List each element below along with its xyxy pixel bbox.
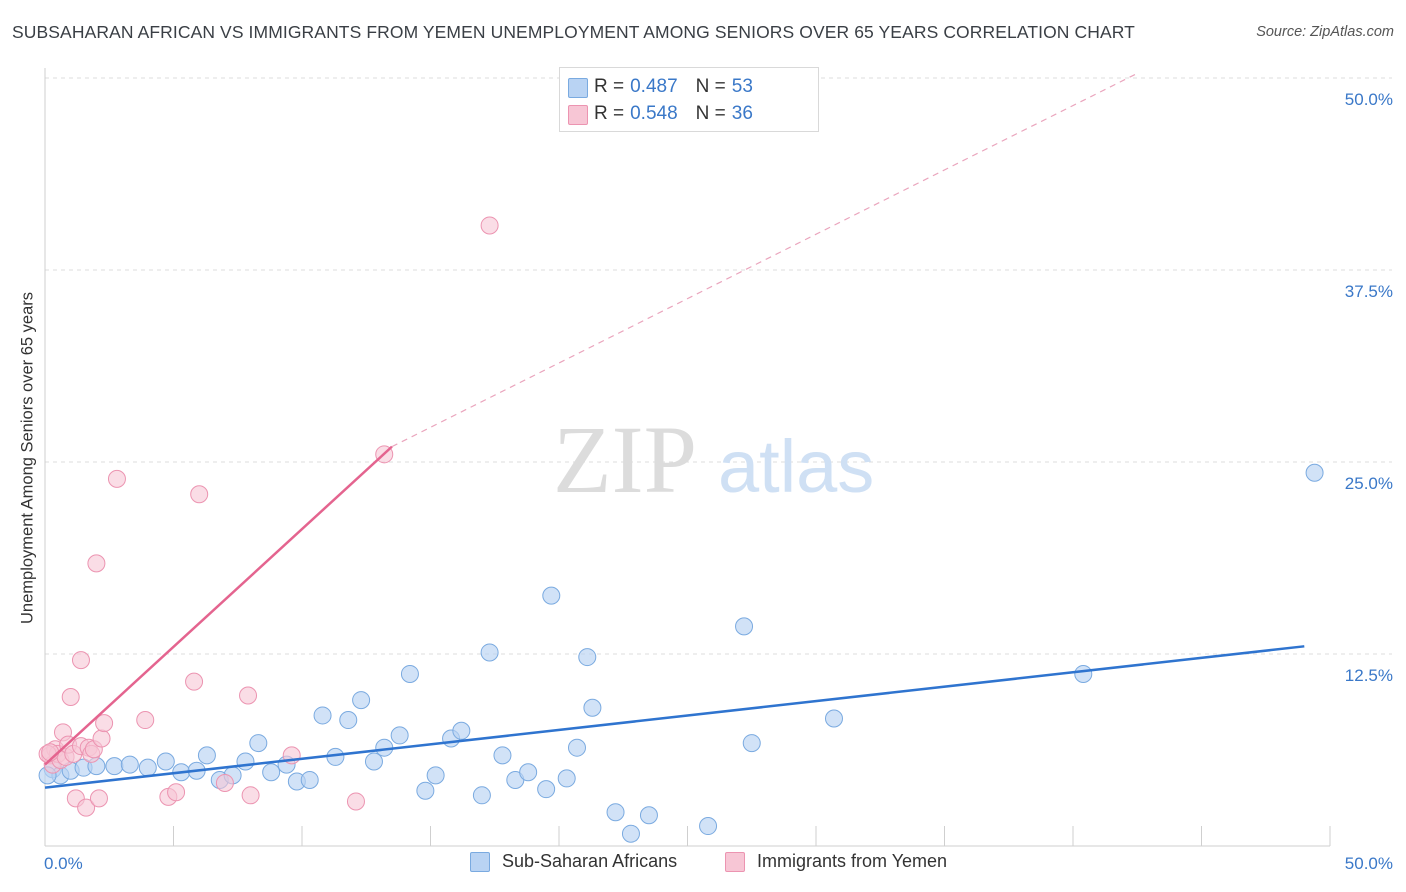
bottom-legend-swatch-pink [725,851,745,872]
data-point-sub-saharan [352,691,371,710]
data-point-sub-saharan [452,721,471,740]
bottom-legend-label: Sub-Saharan Africans [502,851,678,871]
data-point-sub-saharan [519,763,538,782]
data-point-sub-saharan [339,711,358,730]
legend-row-sub-saharan: R = 0.487 N = 53 [568,75,753,99]
watermark-atlas: atlas [718,425,874,508]
legend-r-label: R = [594,103,625,124]
legend-n-value: 53 [731,76,753,97]
x-tick-label: 50.0% [1345,854,1393,873]
bottom-legend-yemen: Immigrants from Yemen [725,851,947,872]
y-tick-label: 50.0% [1345,90,1393,109]
data-point-sub-saharan [262,763,281,782]
data-point-yemen [61,688,80,707]
trend-line-yemen-extension [391,72,1138,448]
trend-lines [44,72,1305,789]
data-point-yemen [77,798,96,817]
data-point-yemen [239,686,258,705]
data-point-sub-saharan [426,766,445,785]
tick-labels: 12.5% 25.0% 37.5% 50.0% 0.0% 50.0% [44,90,1393,873]
data-point-yemen [241,786,260,805]
data-point-sub-saharan [364,752,383,771]
legend-swatch-blue [568,78,588,98]
y-tick-label: 37.5% [1345,282,1393,301]
legend-r-value: 0.487 [630,76,678,97]
correlation-legend: R = 0.487 N = 53 R = 0.548 N = 36 [559,67,819,132]
data-point-sub-saharan [249,734,268,753]
data-point-sub-saharan [542,586,561,605]
trend-line-sub-saharan [44,645,1305,789]
data-point-sub-saharan [742,734,761,753]
data-point-yemen [89,789,108,808]
data-point-sub-saharan [735,617,754,636]
data-point-sub-saharan [567,738,586,757]
legend-swatch-pink [568,105,588,125]
data-point-sub-saharan [1074,664,1093,683]
series-yemen-points [38,216,499,817]
data-point-yemen [215,774,234,793]
data-point-sub-saharan [606,803,625,822]
grid-lines [45,77,1392,655]
data-point-sub-saharan [639,806,658,825]
legend-n-label: N = [695,76,726,97]
data-point-sub-saharan [699,817,718,836]
data-point-sub-saharan [105,757,124,776]
data-point-sub-saharan [236,752,255,771]
x-tick-label: 0.0% [44,854,83,873]
data-point-yemen [167,783,186,802]
data-point-sub-saharan [390,726,409,745]
bottom-legend-sub-saharan: Sub-Saharan Africans [470,851,677,872]
legend-n-label: N = [695,103,726,124]
watermark-zip: ZIP [553,406,697,513]
bottom-legend-swatch-blue [470,851,490,872]
data-point-sub-saharan [583,698,602,717]
bottom-legend-label: Immigrants from Yemen [757,851,948,871]
data-point-sub-saharan [156,752,175,771]
data-point-yemen [92,729,111,748]
y-axis-label: Unemployment Among Seniors over 65 years [18,292,37,624]
data-point-sub-saharan [578,648,597,667]
data-point-yemen [480,216,499,235]
data-point-yemen [136,711,155,730]
legend-row-yemen: R = 0.548 N = 36 [568,102,753,126]
legend-r-value: 0.548 [630,103,678,124]
data-point-sub-saharan [416,781,435,800]
data-point-sub-saharan [621,824,640,843]
data-point-sub-saharan [824,709,843,728]
data-point-yemen [87,554,106,573]
data-point-sub-saharan [537,780,556,799]
axes [44,68,1331,847]
data-point-yemen [107,469,126,488]
data-point-sub-saharan [1305,463,1324,482]
data-point-yemen [71,651,90,670]
data-point-sub-saharan [313,706,332,725]
data-point-sub-saharan [400,664,419,683]
watermark: ZIP atlas [553,406,874,513]
data-point-sub-saharan [472,786,491,805]
data-point-sub-saharan [120,755,139,774]
data-point-yemen [95,714,114,733]
data-point-yemen [190,485,209,504]
data-point-sub-saharan [138,758,157,777]
data-point-yemen [346,792,365,811]
data-point-sub-saharan [197,746,216,765]
y-tick-label: 12.5% [1345,666,1393,685]
chart-title: SUBSAHARAN AFRICAN VS IMMIGRANTS FROM YE… [12,22,1135,42]
data-point-yemen [185,672,204,691]
data-point-sub-saharan [300,770,319,789]
chart-source: Source: ZipAtlas.com [1256,24,1394,40]
data-point-sub-saharan [493,746,512,765]
legend-n-value: 36 [731,103,753,124]
data-point-sub-saharan [557,769,576,788]
legend-r-label: R = [594,76,625,97]
y-tick-label: 25.0% [1345,474,1393,493]
series-sub-saharan-points [38,463,1324,843]
data-point-sub-saharan [480,643,499,662]
trend-line-yemen [44,445,393,766]
